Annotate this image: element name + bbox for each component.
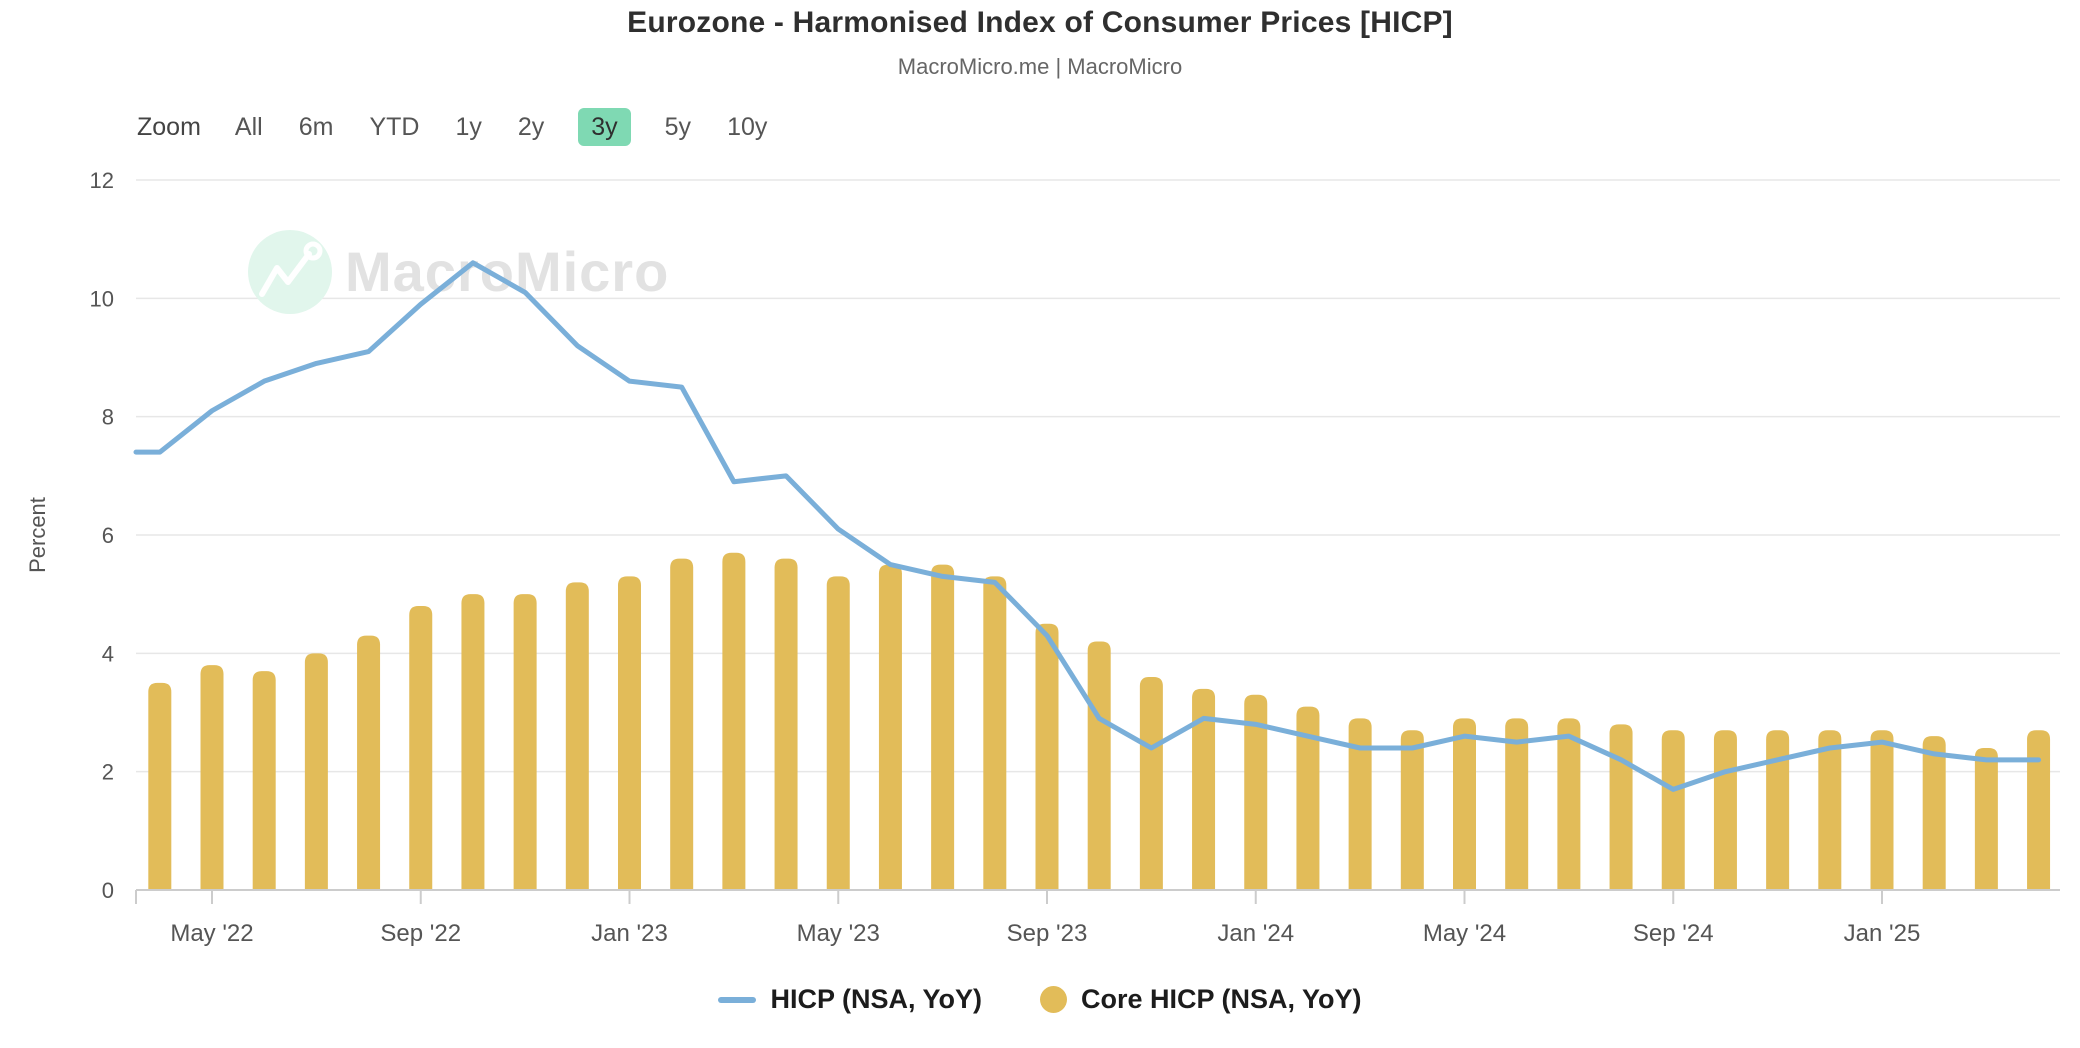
legend-item-core-hicp[interactable]: Core HICP (NSA, YoY)	[1039, 984, 1362, 1015]
x-axis-label: Jan '23	[591, 920, 668, 947]
bar-mar-23[interactable]	[722, 552, 746, 890]
range-toolbar: Zoom All 6m YTD 1y 2y 3y 5y 10y	[137, 108, 769, 146]
bar-jul-23[interactable]	[931, 564, 955, 890]
bar-mar-25[interactable]	[1974, 748, 1998, 890]
bar-jun-24[interactable]	[1505, 718, 1529, 890]
bar-nov-24[interactable]	[1766, 730, 1790, 890]
bar-feb-24[interactable]	[1296, 706, 1320, 890]
bar-sep-24[interactable]	[1661, 730, 1685, 890]
x-axis-label: Jan '25	[1844, 920, 1921, 947]
bar-apr-25[interactable]	[2027, 730, 2051, 890]
bar-dec-23[interactable]	[1192, 688, 1216, 890]
y-axis-label: 10	[90, 286, 114, 311]
bar-jan-23[interactable]	[618, 576, 641, 890]
bar-series-marker-icon	[1039, 986, 1067, 1013]
y-axis-label: 8	[102, 405, 114, 430]
y-axis-label: 6	[102, 523, 114, 548]
macromicro-watermark: MacroMicro	[248, 230, 669, 314]
x-axis-label: Jan '24	[1217, 920, 1294, 947]
range-button-5y[interactable]: 5y	[663, 108, 693, 146]
bar-may-24[interactable]	[1453, 718, 1476, 890]
bar-apr-23[interactable]	[774, 558, 798, 890]
x-axis-label: May '23	[797, 920, 880, 947]
y-axis-label: 4	[102, 641, 114, 666]
bar-jun-23[interactable]	[878, 564, 902, 890]
legend-label-core-hicp: Core HICP (NSA, YoY)	[1080, 984, 1362, 1014]
bar-nov-23[interactable]	[1139, 677, 1163, 890]
bar-oct-22[interactable]	[461, 594, 485, 890]
x-axis-label: Sep '22	[380, 920, 461, 947]
bar-sep-23[interactable]	[1035, 623, 1059, 890]
legend-item-hicp[interactable]: HICP (NSA, YoY)	[718, 984, 982, 1015]
range-button-3y[interactable]: 3y	[578, 108, 631, 146]
range-button-1y[interactable]: 1y	[453, 108, 483, 146]
range-button-6m[interactable]: 6m	[297, 108, 336, 146]
bar-oct-24[interactable]	[1713, 730, 1737, 890]
x-axis-label: Sep '24	[1633, 920, 1714, 947]
bar-nov-22[interactable]	[513, 594, 537, 890]
bar-oct-23[interactable]	[1087, 641, 1111, 891]
bar-mar-24[interactable]	[1348, 718, 1372, 890]
y-axis-label: 2	[102, 760, 114, 785]
bar-jul-24[interactable]	[1557, 718, 1581, 890]
chart-subtitle: MacroMicro.me | MacroMicro	[897, 54, 1183, 79]
hicp-line[interactable]	[133, 260, 2042, 792]
bar-dec-22[interactable]	[565, 582, 589, 890]
chart-legend: HICP (NSA, YoY) Core HICP (NSA, YoY)	[0, 984, 2080, 1015]
y-axis-label: 12	[90, 168, 114, 193]
bar-jan-25[interactable]	[1870, 730, 1894, 890]
x-axis-label: Sep '23	[1007, 920, 1088, 947]
bar-feb-25[interactable]	[1922, 736, 1946, 890]
bar-sep-22[interactable]	[409, 606, 433, 890]
watermark-text: MacroMicro	[345, 240, 669, 303]
range-button-ytd[interactable]: YTD	[367, 108, 421, 146]
bar-may-23[interactable]	[826, 576, 850, 890]
bar-feb-23[interactable]	[670, 558, 694, 890]
bar-jun-22[interactable]	[252, 671, 276, 890]
range-button-10y[interactable]: 10y	[725, 108, 769, 146]
bar-jan-24[interactable]	[1244, 694, 1268, 890]
range-button-all[interactable]: All	[233, 108, 265, 146]
y-axis-label: 0	[102, 878, 114, 903]
bar-dec-24[interactable]	[1818, 730, 1842, 890]
line-series-marker-icon	[718, 996, 757, 1003]
bar-aug-22[interactable]	[357, 635, 381, 890]
bar-aug-23[interactable]	[983, 576, 1007, 890]
zoom-label: Zoom	[137, 112, 201, 141]
x-axis-label: May '22	[170, 920, 253, 947]
x-axis-label: May '24	[1423, 920, 1506, 947]
chart-title: Eurozone - Harmonised Index of Consumer …	[627, 6, 1453, 39]
y-axis-title: Percent	[25, 497, 50, 573]
range-button-2y[interactable]: 2y	[516, 108, 546, 146]
bar-apr-22[interactable]	[148, 682, 172, 890]
bar-jul-22[interactable]	[304, 653, 328, 890]
bar-aug-24[interactable]	[1609, 724, 1633, 890]
watermark-logo-icon	[259, 251, 312, 297]
bar-apr-24[interactable]	[1400, 730, 1424, 890]
legend-label-hicp: HICP (NSA, YoY)	[770, 984, 982, 1014]
bar-may-22[interactable]	[200, 665, 224, 890]
core-hicp-bar-series	[148, 552, 2051, 891]
